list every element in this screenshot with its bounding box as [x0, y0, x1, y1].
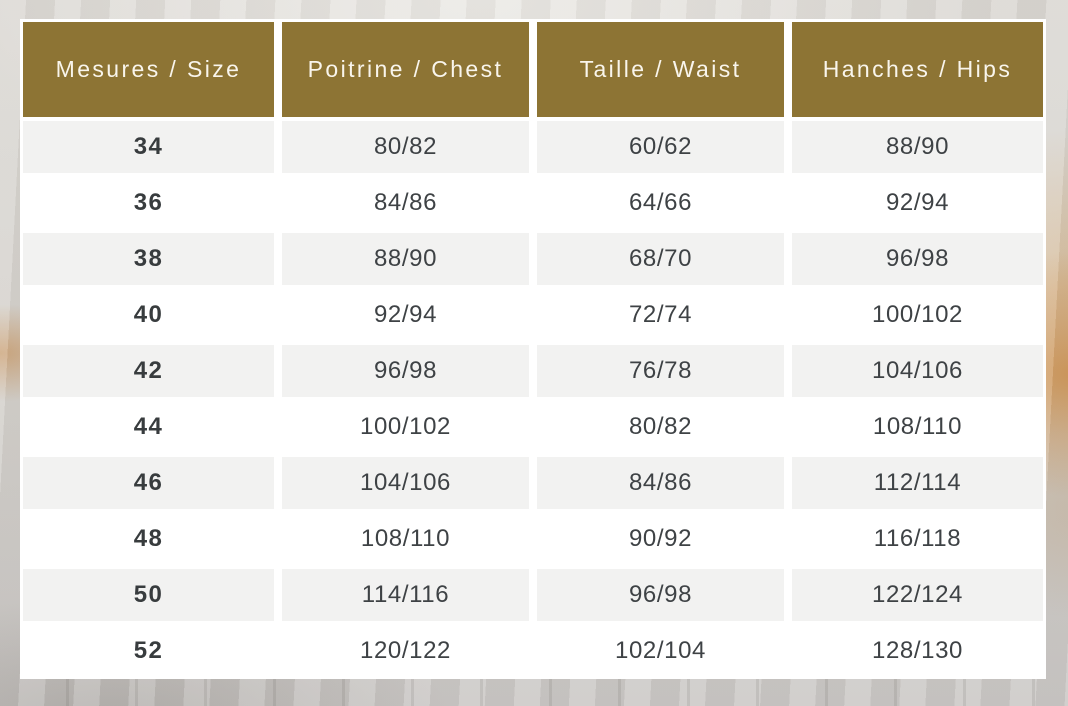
chest-cell: 92/94 [278, 285, 537, 344]
waist-cell: 102/104 [533, 621, 792, 676]
table-row: 40 92/94 72/74 100/102 [23, 285, 1043, 344]
header-mesures-size: Mesures / Size [23, 22, 282, 119]
table-row: 44 100/102 80/82 108/110 [23, 397, 1043, 456]
hips-cell: 88/90 [788, 116, 1043, 176]
waist-cell: 64/66 [533, 173, 792, 232]
hips-cell: 108/110 [788, 397, 1043, 456]
hips-cell: 122/124 [788, 565, 1043, 624]
table-row: 42 96/98 76/78 104/106 [23, 341, 1043, 400]
waist-cell: 84/86 [533, 453, 792, 512]
hips-cell: 92/94 [788, 173, 1043, 232]
size-chart-table: Mesures / Size Poitrine / Chest Taille /… [23, 22, 1043, 676]
waist-cell: 96/98 [533, 565, 792, 624]
size-cell: 36 [23, 173, 282, 232]
chest-cell: 114/116 [278, 565, 537, 624]
hips-cell: 112/114 [788, 453, 1043, 512]
chest-cell: 108/110 [278, 509, 537, 568]
table-row: 38 88/90 68/70 96/98 [23, 229, 1043, 288]
hips-cell: 100/102 [788, 285, 1043, 344]
table-row: 46 104/106 84/86 112/114 [23, 453, 1043, 512]
chest-cell: 120/122 [278, 621, 537, 676]
waist-cell: 76/78 [533, 341, 792, 400]
header-taille-waist: Taille / Waist [533, 22, 792, 119]
waist-cell: 90/92 [533, 509, 792, 568]
header-poitrine-chest: Poitrine / Chest [278, 22, 537, 119]
chest-cell: 104/106 [278, 453, 537, 512]
size-cell: 34 [23, 116, 282, 176]
size-cell: 40 [23, 285, 282, 344]
waist-cell: 60/62 [533, 116, 792, 176]
hips-cell: 104/106 [788, 341, 1043, 400]
table-row: 34 80/82 60/62 88/90 [23, 116, 1043, 176]
size-cell: 48 [23, 509, 282, 568]
hips-cell: 128/130 [788, 621, 1043, 676]
size-cell: 50 [23, 565, 282, 624]
waist-cell: 80/82 [533, 397, 792, 456]
size-cell: 38 [23, 229, 282, 288]
size-cell: 42 [23, 341, 282, 400]
size-cell: 44 [23, 397, 282, 456]
chest-cell: 84/86 [278, 173, 537, 232]
chest-cell: 88/90 [278, 229, 537, 288]
table-row: 50 114/116 96/98 122/124 [23, 565, 1043, 624]
size-cell: 46 [23, 453, 282, 512]
table-row: 36 84/86 64/66 92/94 [23, 173, 1043, 232]
header-hanches-hips: Hanches / Hips [788, 22, 1043, 119]
size-chart-body: 34 80/82 60/62 88/90 36 84/86 64/66 92/9… [23, 116, 1043, 676]
hips-cell: 116/118 [788, 509, 1043, 568]
chest-cell: 100/102 [278, 397, 537, 456]
size-chart: Mesures / Size Poitrine / Chest Taille /… [20, 19, 1046, 679]
chest-cell: 96/98 [278, 341, 537, 400]
size-cell: 52 [23, 621, 282, 676]
hips-cell: 96/98 [788, 229, 1043, 288]
waist-cell: 72/74 [533, 285, 792, 344]
table-row: 48 108/110 90/92 116/118 [23, 509, 1043, 568]
table-row: 52 120/122 102/104 128/130 [23, 621, 1043, 676]
chest-cell: 80/82 [278, 116, 537, 176]
waist-cell: 68/70 [533, 229, 792, 288]
size-chart-header: Mesures / Size Poitrine / Chest Taille /… [23, 22, 1043, 119]
header-row: Mesures / Size Poitrine / Chest Taille /… [23, 22, 1043, 119]
